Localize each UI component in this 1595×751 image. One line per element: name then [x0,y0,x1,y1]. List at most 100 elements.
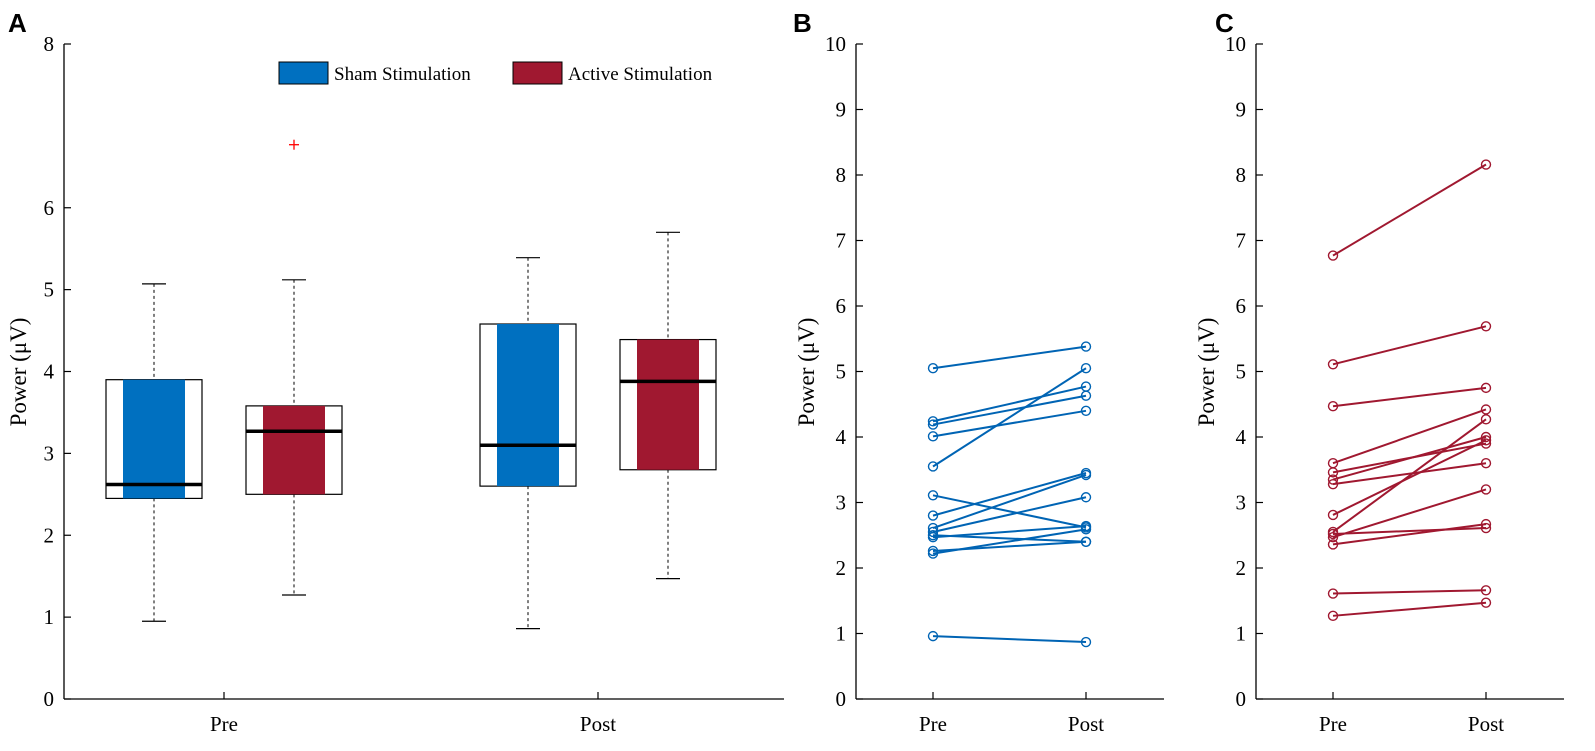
panel-b-point-post [1080,636,1092,648]
panel-c-point-pre [1327,250,1339,261]
panel-c-subject-line [1332,523,1487,546]
panel-b-ytick-label: 7 [836,229,847,253]
panel-b-ytick-label: 2 [836,556,847,580]
panel-c-subject-line [1332,589,1487,595]
box-fill [637,339,699,470]
panel-c-point-pre [1327,610,1339,622]
panel-c-subject-line [1332,386,1487,408]
panel-b-subject-line [932,635,1087,644]
panel-c-point-pre [1327,539,1339,550]
panel-c-point-post [1480,484,1492,495]
panel-a-ytick-label: 5 [44,278,55,302]
legend: Sham Stimulation Active Stimulation [278,61,713,85]
panel-a-ytick-label: 6 [44,196,55,220]
panel-a-ytick-label: 3 [44,441,55,465]
panel-c-subject-line [1332,488,1487,539]
panel-b-point-pre [927,416,939,427]
panel-label-c: C [1215,8,1234,38]
panel-c-subject-line [1332,436,1487,481]
panel-b-subject-line [932,409,1087,438]
panel-c-point-post [1480,435,1492,446]
panel-b-point-post [1080,492,1092,503]
panel-c-point-pre [1327,359,1339,370]
panel-c-ytick-label: 1 [1236,622,1247,646]
panel-c-point-post [1480,159,1492,170]
panel-c-point-post [1480,414,1492,425]
panel-b-ytick-label: 10 [825,32,846,56]
legend-swatch-active [512,61,563,85]
panel-c-point-pre [1327,467,1339,478]
panel-b-subject-line [932,474,1087,529]
panel-c-point-pre [1327,509,1339,521]
panel-b-point-pre [927,532,939,543]
panel-a-ytick-label: 1 [44,605,55,629]
panel-c-point-pre [1327,588,1339,599]
panel-b-point-post [1080,363,1092,374]
panel-b-point-pre [927,490,939,501]
panel-b-point-pre [927,545,939,557]
panel-b-ytick-label: 8 [836,163,847,187]
box-fill [263,405,325,495]
panel-a-ytick-label: 8 [44,32,55,56]
panel-b-point-pre [927,510,939,521]
panel-c-subject-line [1332,601,1487,617]
panel-c-point-post [1480,404,1492,415]
panel-c-point-post [1480,585,1492,596]
panel-b-xtick-post: Post [1068,712,1104,736]
panel-a-ylabel: Power (μV) [6,318,31,427]
panel-c-subject-line [1332,462,1487,486]
panel-b-subject-line [932,525,1087,539]
panel-a-xtick-post: Post [580,712,616,736]
box-fill [123,379,185,499]
panel-c-ytick-label: 8 [1236,163,1247,187]
panel-b-ytick-label: 3 [836,491,847,515]
panel-c-subject-line [1332,439,1487,516]
panel-b-subject-line [932,385,1087,423]
panel-c-point-post [1480,321,1492,332]
panel-a-ytick-label: 2 [44,523,55,547]
panel-b-point-post [1080,469,1092,481]
panel-b-ytick-label: 0 [836,687,847,711]
panel-c-point-pre [1327,532,1339,543]
legend-label-sham: Sham Stimulation [334,64,471,85]
panel-c-ytick-label: 9 [1236,98,1247,122]
panel-b-point-post [1080,536,1092,547]
panel-b-point-post [1080,405,1092,416]
panel-c-ytick-label: 3 [1236,491,1247,515]
panel-c-ytick-label: 7 [1236,229,1247,253]
panel-c-xtick-pre: Pre [1319,712,1347,736]
legend-swatch-sham [278,61,329,85]
panel-c-subject-line [1332,325,1487,366]
panel-label-b: B [793,8,812,38]
panel-b-subject-line [932,394,1087,426]
panel-c-ytick-label: 4 [1236,425,1247,449]
panel-c-subject-line [1332,418,1487,533]
panel-c-point-post [1480,597,1492,608]
panel-c-point-post [1480,522,1492,534]
panel-b-subject-line [932,345,1087,370]
panel-c-xtick-post: Post [1468,712,1504,736]
panel-b-point-post [1080,520,1092,532]
panel-b-ytick-label: 1 [836,622,847,646]
panel-b-subject-line [932,496,1087,533]
panel-b-subject-line [932,367,1087,468]
panel-label-a: A [8,8,27,38]
panel-b-ytick-label: 6 [836,294,847,318]
panel-b-ytick-label: 9 [836,98,847,122]
panel-b-point-pre [927,548,939,559]
panel-b-point-pre [927,419,939,430]
box-fill [497,324,559,487]
panel-c-point-pre [1327,478,1339,490]
panel-b-point-pre [927,431,939,442]
panel-c-point-post [1480,458,1492,469]
panel-b-subject-line [932,494,1087,529]
panel-c-ytick-label: 6 [1236,294,1247,318]
panel-b-point-pre [927,363,939,374]
panel-c-subject-line [1332,163,1487,257]
panel-c-ytick-label: 5 [1236,360,1247,384]
panel-c-ytick-label: 2 [1236,556,1247,580]
panel-a-ytick-label: 0 [44,687,55,711]
panel-c-point-pre [1327,401,1339,412]
panel-c-ytick-label: 10 [1225,32,1246,56]
